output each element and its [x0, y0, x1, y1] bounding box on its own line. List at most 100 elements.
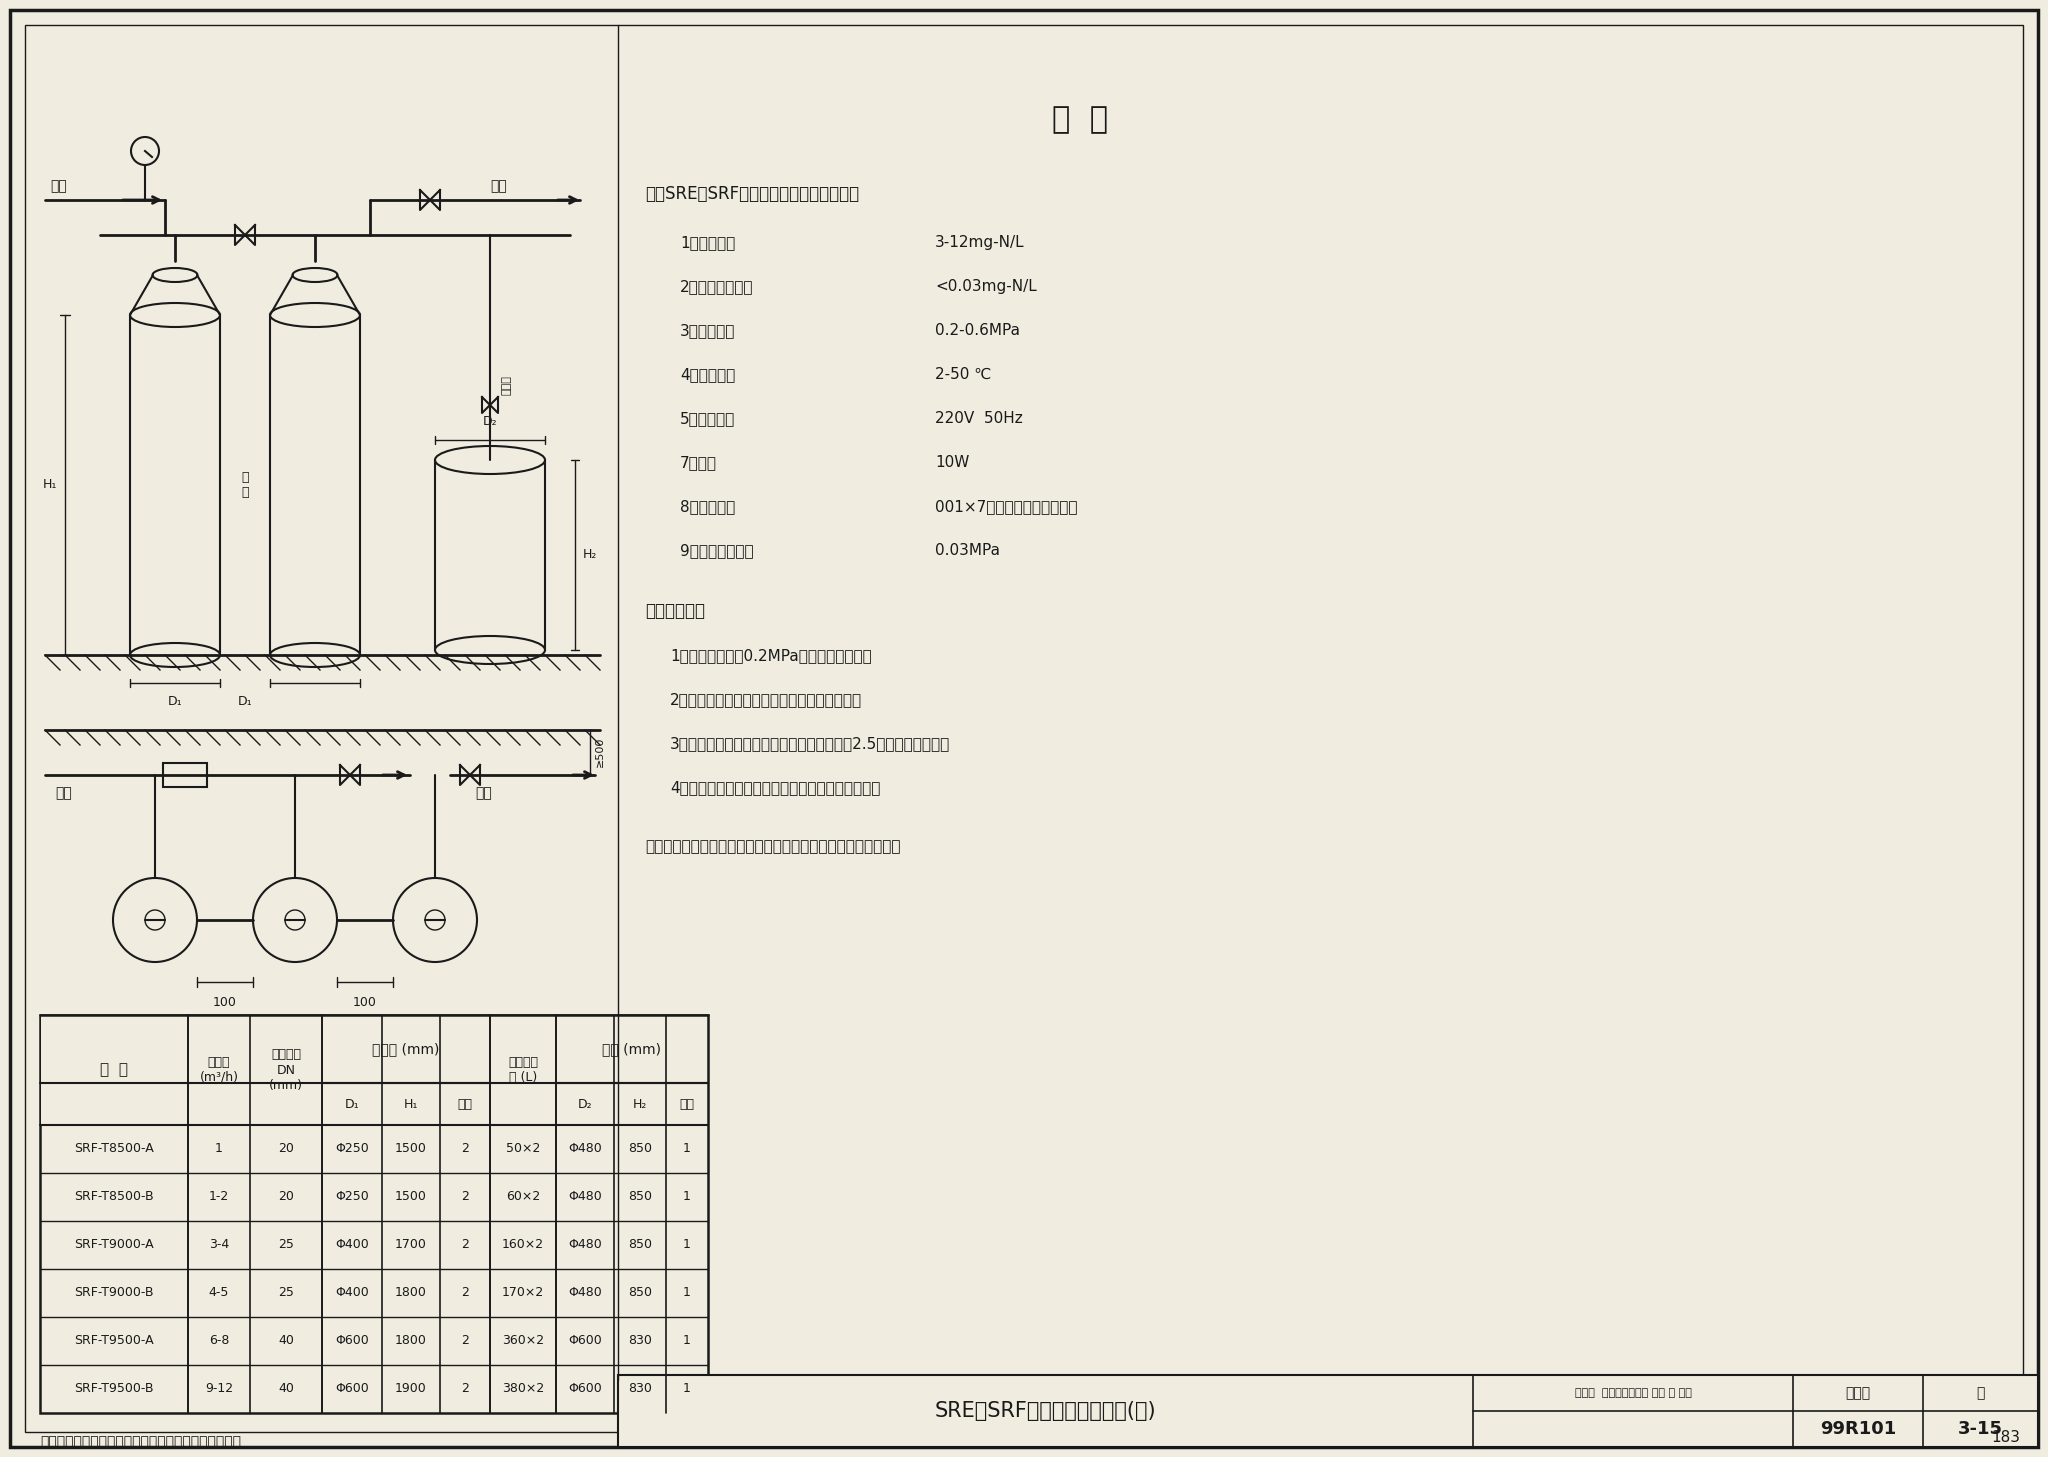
- Text: Φ600: Φ600: [336, 1335, 369, 1348]
- Circle shape: [145, 911, 166, 930]
- Text: H₂: H₂: [584, 548, 598, 561]
- Text: Φ400: Φ400: [336, 1287, 369, 1300]
- Text: 进水: 进水: [55, 785, 72, 800]
- Text: 1、入口压力低于0.2MPa时需加装管道泵。: 1、入口压力低于0.2MPa时需加装管道泵。: [670, 648, 872, 663]
- Text: 二、安装要求: 二、安装要求: [645, 602, 705, 621]
- Text: Φ480: Φ480: [567, 1287, 602, 1300]
- Text: 说  明: 说 明: [1053, 105, 1108, 134]
- Text: Φ600: Φ600: [567, 1383, 602, 1396]
- Text: 1: 1: [684, 1238, 690, 1252]
- Text: 3、选择单罐运行时，软水箱应满足用水系统2.5小时的补充水量。: 3、选择单罐运行时，软水箱应满足用水系统2.5小时的补充水量。: [670, 736, 950, 750]
- Text: 2、软水器应与软化水箱水位控制器配合使用。: 2、软水器应与软化水箱水位控制器配合使用。: [670, 692, 862, 707]
- Text: 60×2: 60×2: [506, 1190, 541, 1203]
- Text: 4、工作温度: 4、工作温度: [680, 367, 735, 382]
- Text: 7、功率: 7、功率: [680, 455, 717, 471]
- Text: 图集号: 图集号: [1845, 1386, 1870, 1400]
- Text: D₂: D₂: [483, 415, 498, 428]
- Text: D₂: D₂: [578, 1097, 592, 1110]
- Text: 2、出水残余硬度: 2、出水残余硬度: [680, 278, 754, 294]
- Text: 2-50 ℃: 2-50 ℃: [936, 367, 991, 382]
- Text: 3-12mg-N/L: 3-12mg-N/L: [936, 235, 1024, 251]
- Text: H₁: H₁: [403, 1097, 418, 1110]
- Text: 360×2: 360×2: [502, 1335, 545, 1348]
- Text: 1: 1: [215, 1142, 223, 1155]
- Text: 9-12: 9-12: [205, 1383, 233, 1396]
- Bar: [164, 763, 207, 787]
- Text: 5、自控电源: 5、自控电源: [680, 411, 735, 425]
- Text: 1: 1: [684, 1190, 690, 1203]
- Text: 160×2: 160×2: [502, 1238, 545, 1252]
- Bar: [270, 315, 360, 656]
- Text: 001×7强酸性阳离子交换树脂: 001×7强酸性阳离子交换树脂: [936, 498, 1077, 514]
- Text: 830: 830: [629, 1383, 651, 1396]
- Ellipse shape: [129, 303, 219, 326]
- Bar: [41, 1016, 709, 1413]
- Text: 树脂装填
量 (L): 树脂装填 量 (L): [508, 1056, 539, 1084]
- Text: 1500: 1500: [395, 1142, 426, 1155]
- Text: 10W: 10W: [936, 455, 969, 471]
- Text: 1-2: 1-2: [209, 1190, 229, 1203]
- Text: 一、SRE、SRF系列全自动软水器技术指标: 一、SRE、SRF系列全自动软水器技术指标: [645, 185, 858, 203]
- Text: 3-15: 3-15: [1958, 1421, 2003, 1438]
- Text: 40: 40: [279, 1335, 295, 1348]
- Text: 个数: 个数: [680, 1097, 694, 1110]
- Text: 1800: 1800: [395, 1335, 426, 1348]
- Text: 审制号  易己极对彻松文 设计 审 核批: 审制号 易己极对彻松文 设计 审 核批: [1575, 1389, 1692, 1399]
- Text: 0.2-0.6MPa: 0.2-0.6MPa: [936, 323, 1020, 338]
- Ellipse shape: [152, 268, 197, 283]
- Text: ≥500: ≥500: [596, 737, 604, 768]
- Bar: [324, 1016, 489, 1083]
- Text: 1: 1: [684, 1142, 690, 1155]
- Text: 50×2: 50×2: [506, 1142, 541, 1155]
- Text: 型  号: 型 号: [100, 1062, 127, 1078]
- Bar: [41, 1016, 186, 1125]
- Text: 170×2: 170×2: [502, 1287, 545, 1300]
- Text: Φ480: Φ480: [567, 1142, 602, 1155]
- Text: SRF-T8500-A: SRF-T8500-A: [74, 1142, 154, 1155]
- Text: 850: 850: [629, 1190, 651, 1203]
- Text: 850: 850: [629, 1287, 651, 1300]
- Text: 850: 850: [629, 1142, 651, 1155]
- Text: 100: 100: [213, 997, 238, 1010]
- Text: 850: 850: [629, 1238, 651, 1252]
- Circle shape: [254, 879, 338, 962]
- Bar: [492, 1016, 555, 1125]
- Text: Φ480: Φ480: [567, 1190, 602, 1203]
- Text: 出水: 出水: [489, 179, 506, 192]
- Text: 1: 1: [684, 1383, 690, 1396]
- Text: Φ400: Φ400: [336, 1238, 369, 1252]
- Text: 8、树脂型号: 8、树脂型号: [680, 498, 735, 514]
- Text: 进水: 进水: [49, 179, 68, 192]
- Text: Φ600: Φ600: [567, 1335, 602, 1348]
- Text: 3、工作压力: 3、工作压力: [680, 323, 735, 338]
- Ellipse shape: [129, 643, 219, 667]
- Text: 页: 页: [1976, 1386, 1985, 1400]
- Text: 盐罐 (mm): 盐罐 (mm): [602, 1042, 662, 1056]
- Ellipse shape: [270, 303, 360, 326]
- Text: H₁: H₁: [43, 478, 57, 491]
- Text: 99R101: 99R101: [1821, 1421, 1896, 1438]
- Ellipse shape: [293, 268, 338, 283]
- Text: 380×2: 380×2: [502, 1383, 545, 1396]
- Text: 1、原水硬度: 1、原水硬度: [680, 235, 735, 251]
- Text: 2: 2: [461, 1335, 469, 1348]
- Ellipse shape: [434, 446, 545, 474]
- Text: 1900: 1900: [395, 1383, 426, 1396]
- Circle shape: [393, 879, 477, 962]
- Bar: [129, 315, 219, 656]
- Ellipse shape: [434, 637, 545, 664]
- Text: 2: 2: [461, 1383, 469, 1396]
- Circle shape: [426, 911, 444, 930]
- Text: 25: 25: [279, 1238, 295, 1252]
- Circle shape: [113, 879, 197, 962]
- Text: 个数: 个数: [457, 1097, 473, 1110]
- Text: SRF-T8500-B: SRF-T8500-B: [74, 1190, 154, 1203]
- Text: SRF-T9500-A: SRF-T9500-A: [74, 1335, 154, 1348]
- Text: SRF-T9000-B: SRF-T9000-B: [74, 1287, 154, 1300]
- Text: 220V  50Hz: 220V 50Hz: [936, 411, 1022, 425]
- Text: 三、本图按照北京三环建筑设备公司全自动软水器说明书编制。: 三、本图按照北京三环建筑设备公司全自动软水器说明书编制。: [645, 839, 901, 854]
- Bar: [252, 1016, 322, 1125]
- Text: D₁: D₁: [238, 695, 252, 708]
- Text: 出水: 出水: [475, 785, 492, 800]
- Bar: [188, 1016, 250, 1125]
